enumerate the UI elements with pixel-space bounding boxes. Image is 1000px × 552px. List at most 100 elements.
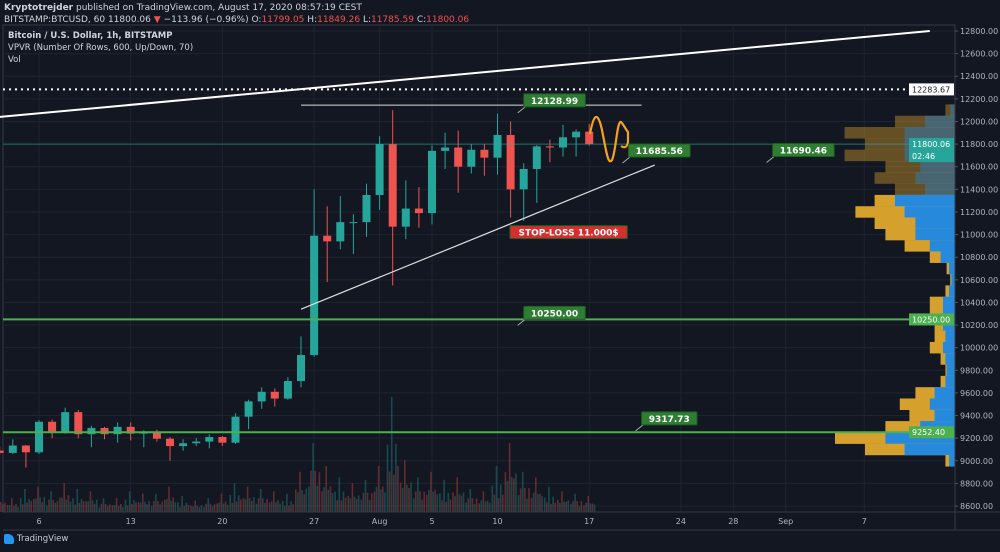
volume-bar bbox=[484, 501, 487, 512]
volume-bar bbox=[128, 491, 131, 512]
candle-body bbox=[559, 137, 567, 148]
volume-bar bbox=[543, 497, 546, 512]
volume-bar bbox=[314, 470, 316, 512]
volume-bar bbox=[111, 505, 114, 512]
volume-bar bbox=[364, 479, 367, 512]
volume-bar bbox=[325, 466, 327, 512]
vp-up-bar bbox=[943, 341, 955, 354]
volume-bar bbox=[242, 498, 245, 512]
volume-bar bbox=[519, 488, 522, 512]
symbol: BITSTAMP:BTCUSD, 60 bbox=[4, 15, 106, 25]
volume-bar bbox=[28, 499, 30, 512]
volume-bar bbox=[82, 501, 85, 512]
volume-bar bbox=[480, 500, 483, 512]
volume-bar bbox=[17, 507, 19, 512]
candle-body bbox=[283, 381, 292, 399]
volume-bar bbox=[491, 485, 494, 512]
price-annotation: 12128.99 bbox=[517, 93, 586, 114]
last-price-tag: 11800.06 bbox=[912, 140, 950, 149]
volume-bar bbox=[541, 496, 543, 512]
candle-body bbox=[519, 168, 528, 190]
price-tick-label: 11000.00 bbox=[960, 231, 998, 240]
candle-body bbox=[152, 432, 161, 439]
volume-bar bbox=[22, 504, 24, 512]
volume-bar bbox=[415, 491, 417, 512]
price-tick-label: 10400.00 bbox=[960, 298, 998, 307]
legend-vpvr[interactable]: VPVR (Number Of Rows, 600, Up/Down, 70) bbox=[8, 43, 194, 53]
volume-bar bbox=[281, 501, 284, 512]
volume-bar bbox=[216, 503, 218, 512]
vp-up-bar bbox=[945, 375, 955, 388]
candle-body bbox=[310, 235, 319, 356]
candle-body bbox=[572, 131, 581, 138]
volume-bar bbox=[493, 494, 496, 512]
close-label: C: bbox=[416, 15, 427, 25]
volume-bar bbox=[2, 504, 4, 512]
volume-bar bbox=[517, 495, 520, 512]
price-tick-label: 10600.00 bbox=[960, 276, 998, 285]
volume-bar bbox=[388, 471, 391, 512]
candle-body bbox=[218, 437, 227, 443]
volume-bar bbox=[342, 491, 345, 512]
volume-bar bbox=[349, 498, 352, 512]
label-box bbox=[772, 142, 835, 157]
volume-bar bbox=[39, 497, 41, 512]
volume-bar bbox=[11, 498, 13, 512]
volume-bar bbox=[246, 486, 249, 512]
volume-bar bbox=[33, 498, 35, 512]
volume-bar bbox=[360, 499, 363, 512]
volume-bar bbox=[229, 494, 232, 512]
volume-bar bbox=[161, 501, 163, 512]
candle-body bbox=[467, 149, 476, 167]
volume-bar bbox=[284, 505, 286, 512]
volume-bar bbox=[386, 444, 389, 512]
tradingview-logo[interactable]: TradingView bbox=[4, 534, 68, 544]
price-tick-label: 9400.00 bbox=[960, 412, 993, 421]
candle-body bbox=[100, 427, 109, 435]
volume-bar bbox=[170, 500, 172, 512]
legend-vol[interactable]: Vol bbox=[8, 55, 21, 65]
volume-bar bbox=[198, 507, 201, 512]
label-text: 12128.99 bbox=[531, 97, 578, 107]
volume-bar bbox=[155, 493, 157, 512]
volume-bar bbox=[76, 489, 79, 512]
volume-bar bbox=[576, 500, 578, 512]
volume-bar bbox=[192, 506, 194, 512]
volume-bar bbox=[59, 497, 61, 512]
volume-bar bbox=[384, 492, 386, 512]
level-tag: 10250.00 bbox=[912, 315, 950, 324]
volume-bar bbox=[126, 505, 129, 512]
level-tag-bg bbox=[909, 313, 954, 326]
volume-bar bbox=[344, 497, 347, 512]
candle-body bbox=[349, 222, 358, 224]
volume-bar bbox=[471, 498, 474, 512]
countdown-tag-bg bbox=[909, 150, 954, 163]
low-label: L: bbox=[362, 15, 371, 25]
volume-bar bbox=[157, 501, 159, 512]
volume-bar bbox=[87, 501, 90, 512]
volume-bar bbox=[362, 492, 365, 512]
volume-bar bbox=[153, 500, 155, 512]
candle-body bbox=[244, 401, 253, 417]
volume-bar bbox=[30, 501, 32, 512]
volume-bar bbox=[264, 502, 266, 512]
volume-bar bbox=[200, 505, 203, 512]
volume-bar bbox=[401, 487, 404, 512]
vp-up-bar bbox=[904, 127, 955, 139]
volume-bar bbox=[72, 498, 74, 512]
volume-bar bbox=[465, 502, 467, 512]
vp-up-bar bbox=[946, 364, 955, 377]
volume-bar bbox=[585, 502, 587, 512]
volume-bar bbox=[299, 471, 301, 512]
volume-bar bbox=[469, 489, 472, 512]
volume-bar bbox=[316, 485, 319, 512]
author[interactable]: Kryptotrejder bbox=[4, 3, 74, 13]
price-annotation: 9317.73 bbox=[635, 411, 698, 432]
down-arrow-icon: ▼ bbox=[153, 15, 161, 25]
volume-bar bbox=[24, 489, 26, 512]
label-text: 11690.46 bbox=[780, 146, 827, 156]
candle-body bbox=[493, 135, 502, 158]
candle-body bbox=[48, 421, 57, 433]
label-text: STOP-LOSS 11.000$ bbox=[518, 229, 618, 239]
